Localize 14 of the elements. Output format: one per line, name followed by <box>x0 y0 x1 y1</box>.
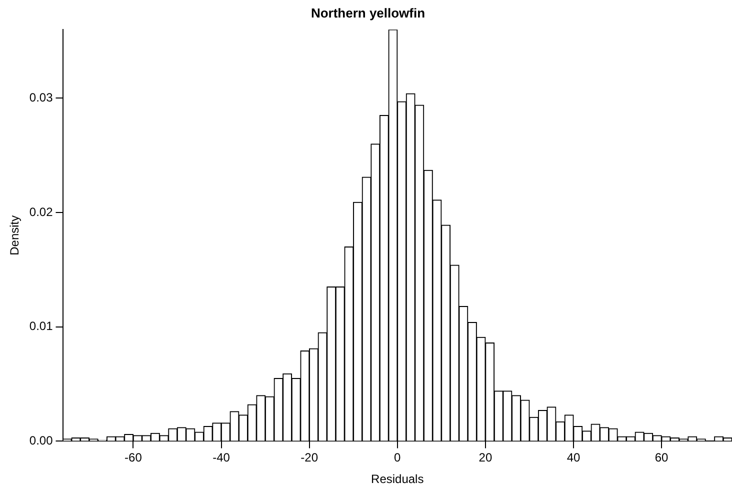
x-tick-label: 60 <box>654 450 669 465</box>
y-axis-title: Density <box>8 215 22 256</box>
x-tick-label: 40 <box>566 450 580 465</box>
x-tick-label: -20 <box>300 450 318 465</box>
y-tick-label: 0.00 <box>29 434 54 448</box>
y-tick-label: 0.01 <box>29 319 54 334</box>
y-tick-label: 0.02 <box>29 204 54 219</box>
x-tick-label: -40 <box>212 450 230 465</box>
x-tick-label: 20 <box>478 450 492 465</box>
y-tick-label: 0.03 <box>29 90 54 105</box>
chart-title: Northern yellowfin <box>310 5 426 20</box>
x-axis-title: Residuals <box>371 472 424 486</box>
x-tick-label: 0 <box>394 450 402 465</box>
x-tick-label: -60 <box>124 450 142 465</box>
